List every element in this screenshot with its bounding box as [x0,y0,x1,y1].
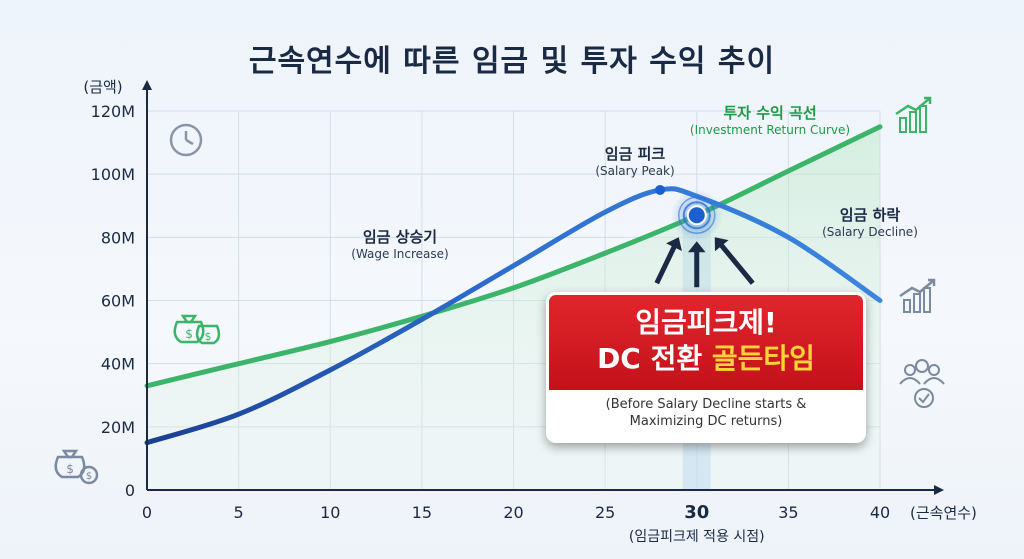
y-axis-arrow [142,80,152,90]
callout-line2-prefix: DC 전환 [597,342,712,375]
callout-banner: 임금피크제! DC 전환 골든타임 [549,295,863,390]
x-tick-label: 20 [503,503,523,522]
callout-arrow-head [687,241,706,253]
svg-text:$: $ [185,327,193,341]
people-check-icon [899,359,945,408]
y-tick-label: 80M [101,228,135,247]
callout-line2-highlight: 골든타임 [711,342,815,375]
salary-peak-annotation: 임금 피크 (Salary Peak) [575,143,695,178]
y-tick-label: 40M [101,355,135,374]
growth-chart-icon [899,278,936,313]
tick-labels: 0 5 10 15 20 25 30 35 40 0 20M 40M 60M 80M 100M 120M (근속… [83,78,977,545]
axes [142,80,944,495]
wage-increase-label: 임금 상승기 [362,228,438,246]
y-tick-label: 60M [101,292,135,311]
y-tick-label: 20M [101,418,135,437]
investment-curve-label: 투자 수익 곡선 [723,104,817,122]
x-tick-label: 15 [412,503,432,522]
y-tick-label: 100M [91,165,135,184]
crossover-point [686,205,707,226]
callout-arrow-head [666,237,682,251]
salary-decline-label: 임금 하락 [839,206,901,224]
x-tick-label: 5 [234,503,244,522]
clock-icon [169,123,203,157]
x-tick-label: 35 [778,503,798,522]
salary-line [144,186,883,446]
x-tick-label: 40 [870,503,890,522]
salary-decline-annotation: 임금 하락 (Salary Decline) [805,204,935,239]
x-tick-label: 25 [595,503,615,522]
money-bags-icon: $ $ [54,449,99,485]
svg-text:$: $ [86,471,92,482]
investment-curve-sublabel: (Investment Return Curve) [689,123,851,137]
callout-subtext-line2: Maximizing DC returns) [629,414,783,429]
golden-time-callout: 임금피크제! DC 전환 골든타임 (Before Salary Decline… [546,292,866,443]
x-tick-label: 30 [684,502,709,523]
growth-chart-icon [895,96,932,133]
x-tick-label: 10 [320,503,340,522]
salary-decline-sublabel: (Salary Decline) [822,225,918,239]
callout-subtext-line1: (Before Salary Decline starts & [605,397,807,412]
investment-curve-annotation: 투자 수익 곡선 (Investment Return Curve) [675,102,865,137]
salary-peak-label: 임금 피크 [604,145,666,163]
svg-text:$: $ [66,462,74,476]
crossover-ring [682,201,711,230]
callout-line2: DC 전환 골든타임 [549,341,863,377]
chart-title: 근속연수에 따른 임금 및 투자 수익 추이 [248,44,776,79]
y-tick-label: 120M [91,102,135,121]
salary-peak-sublabel: (Salary Peak) [595,164,675,178]
y-axis-label: (금액) [83,78,122,96]
callout-arrow [718,242,755,285]
investment-return-line [144,124,883,389]
svg-text:$: $ [205,330,212,343]
crossover-ring [678,196,716,234]
x-sub-label: (임금피크제 적용 시점) [629,529,765,545]
callout-subtext: (Before Salary Decline starts & Maximizi… [549,390,863,440]
x-axis-arrow [934,485,944,495]
callout-arrows [654,237,755,288]
markers [655,184,723,242]
salary-peak-point [655,184,666,195]
x-tick-label: 0 [142,503,152,522]
wage-increase-sublabel: (Wage Increase) [351,247,449,261]
x-axis-label: (근속연수) [910,504,977,522]
callout-arrow-head [714,237,729,252]
wage-increase-annotation: 임금 상승기 (Wage Increase) [320,226,480,261]
y-tick-label: 0 [125,481,135,500]
money-bags-icon: $ $ [173,314,221,345]
callout-line1: 임금피크제! [635,306,777,339]
callout-arrow [654,243,678,285]
